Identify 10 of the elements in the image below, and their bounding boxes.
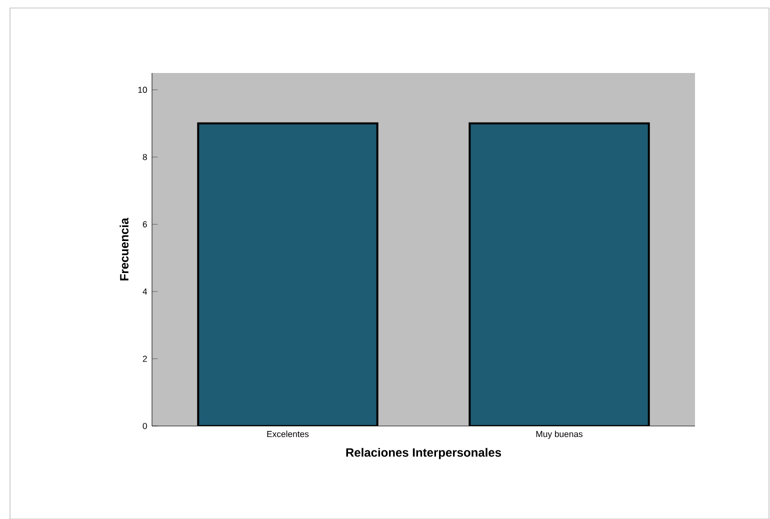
x-axis-title: Relaciones Interpersonales <box>346 448 502 460</box>
y-tick-label: 10 <box>138 86 147 93</box>
y-axis-title: Frecuencia <box>120 218 129 280</box>
y-tick-label: 8 <box>142 154 147 160</box>
x-tick-label: Muy buenas <box>536 430 583 439</box>
y-tick-label: 2 <box>142 356 147 362</box>
y-tick-label: 0 <box>142 422 147 429</box>
x-tick-label: Excelentes <box>267 430 309 437</box>
y-tick-label: 4 <box>142 288 148 294</box>
y-tick-label: 6 <box>142 221 147 228</box>
